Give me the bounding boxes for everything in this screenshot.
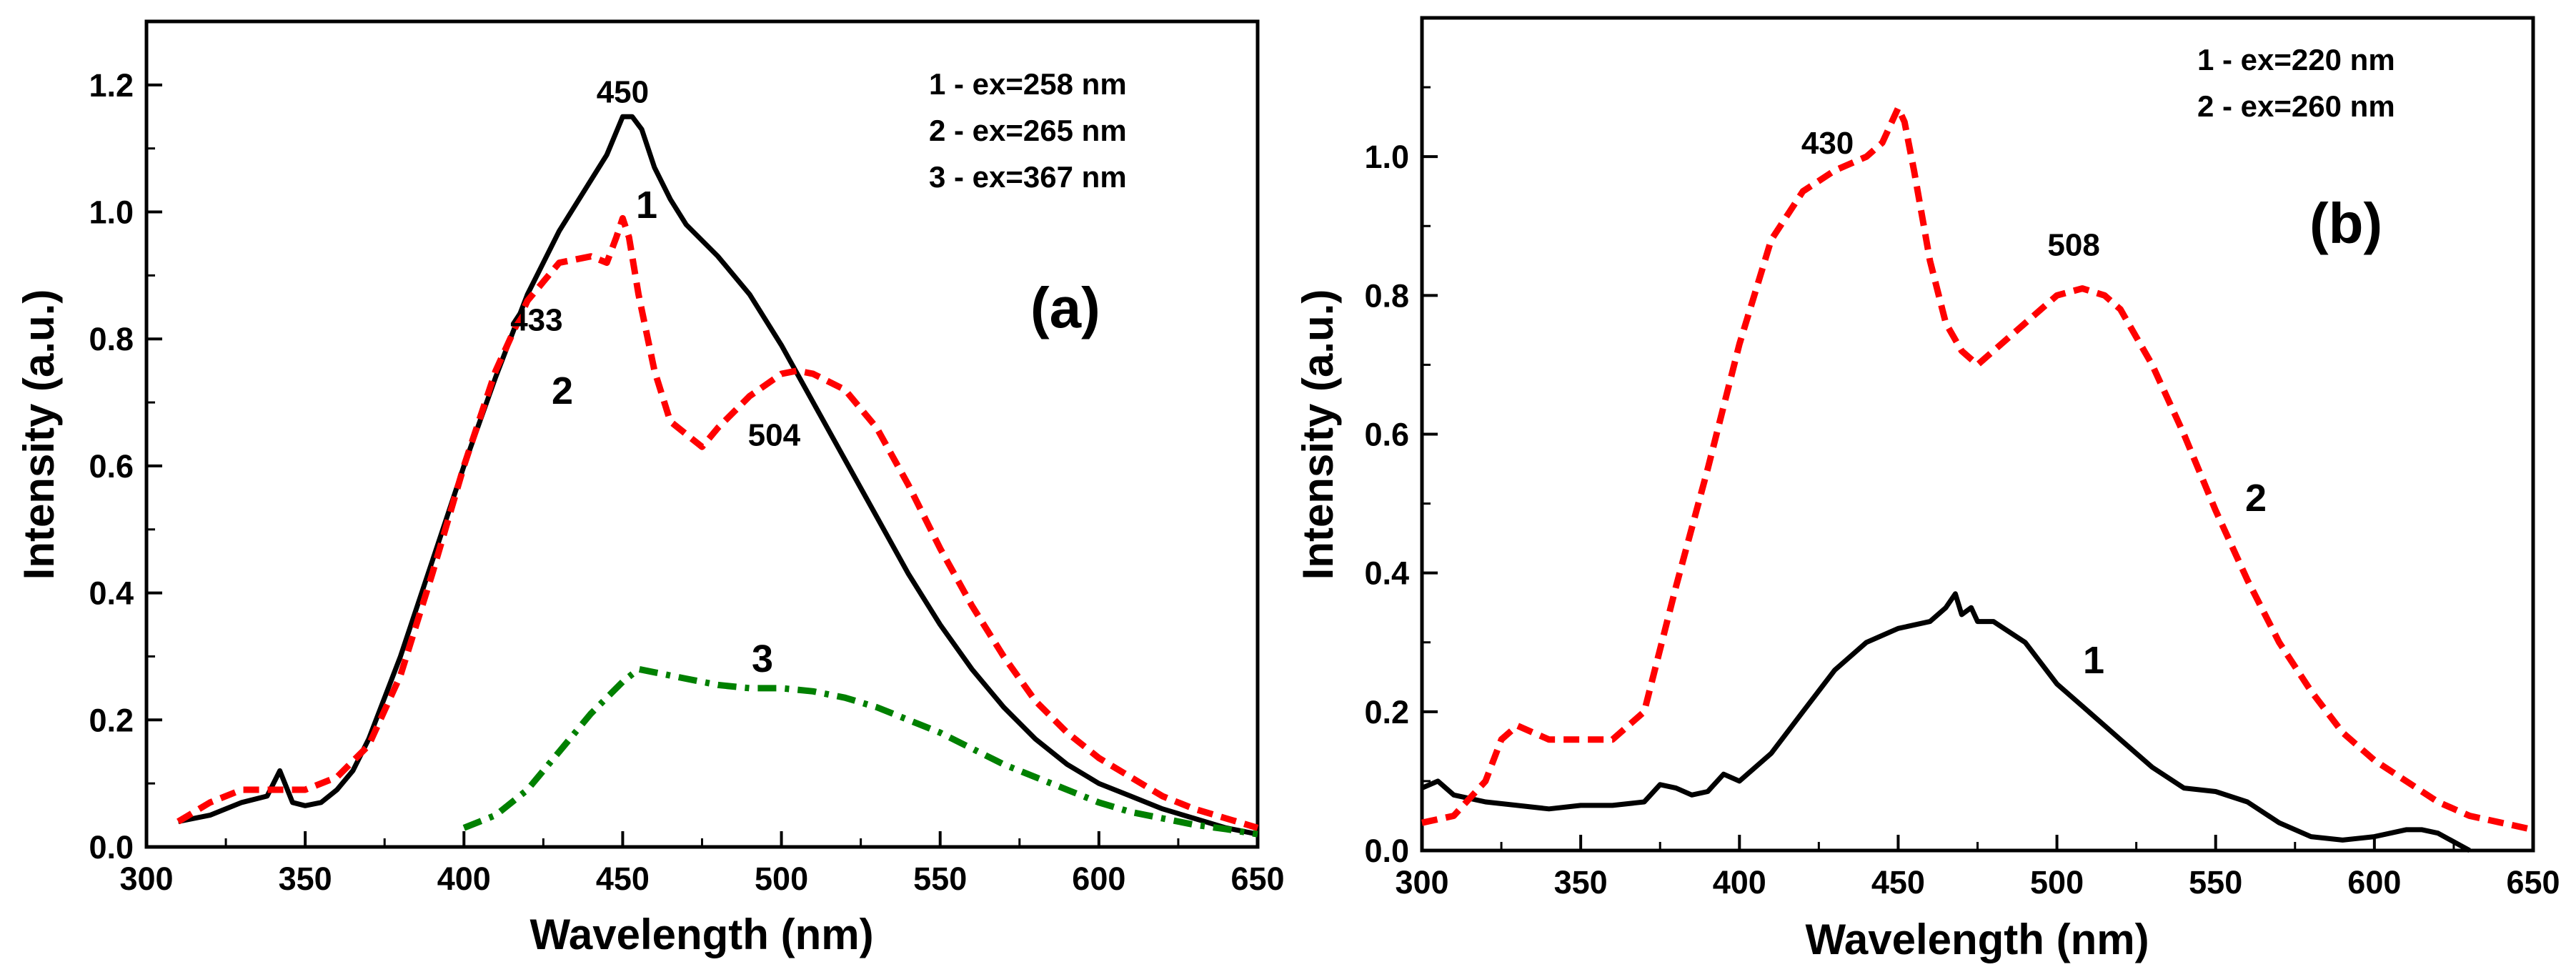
y-tick-label-a-5: 1.0 — [89, 194, 134, 231]
y-tick-label-a-4: 0.8 — [89, 321, 134, 357]
panel-b: 300 350 400 450 500 550 600 650 0.0 0.2 0.4 0.6 0.8… — [1294, 16, 2560, 963]
curve-label-b-1: 1 — [2083, 639, 2104, 682]
y-tick-labels-b: 0.0 0.2 0.4 0.6 0.8 1.0 — [1364, 139, 1409, 869]
panel-a: 300 350 400 450 500 550 600 650 0.0 0.2 0.4 0.6 0.8… — [15, 19, 1285, 958]
x-tick-label-b-3: 450 — [1871, 864, 1925, 901]
annotations-b: 430 508 — [1801, 126, 2100, 262]
series-line-a-1 — [177, 114, 1258, 837]
series-group-b — [1421, 104, 2534, 853]
x-tick-label-a-2: 400 — [437, 861, 491, 897]
x-tick-label-b-2: 400 — [1713, 864, 1766, 901]
series-line-b-1 — [1421, 591, 2471, 853]
x-tick-label-b-5: 550 — [2189, 864, 2242, 901]
legend-item-a-1: 1 - ex=258 nm — [929, 67, 1127, 101]
y-axis-title-a: Intensity (a.u.) — [15, 289, 63, 580]
legend-item-b-2: 2 - ex=260 nm — [2197, 89, 2395, 123]
curve-label-a-2: 2 — [552, 370, 573, 412]
y-tick-label-b-4: 0.8 — [1364, 277, 1409, 314]
peak-annotation-b-2-0: 430 — [1801, 126, 1854, 161]
curve-label-b-2: 2 — [2245, 477, 2267, 520]
y-tick-label-a-2: 0.4 — [89, 575, 134, 612]
x-tick-label-a-0: 300 — [119, 861, 173, 897]
x-tick-label-b-7: 650 — [2506, 864, 2560, 901]
x-tick-label-b-1: 350 — [1554, 864, 1608, 901]
y-tick-label-a-0: 0.0 — [89, 829, 134, 866]
x-axis-title-a: Wavelength (nm) — [529, 911, 873, 958]
peak-annotation-b-2-1: 508 — [2047, 228, 2099, 263]
panel-label-a: (a) — [1030, 276, 1100, 339]
y-tick-label-a-6: 1.2 — [89, 67, 134, 104]
legend-item-b-1: 1 - ex=220 nm — [2197, 43, 2395, 76]
legend-item-a-3: 3 - ex=367 nm — [929, 160, 1127, 194]
x-tick-label-a-6: 600 — [1072, 861, 1125, 897]
x-tick-label-b-0: 300 — [1395, 864, 1448, 901]
y-axis-title-b: Intensity (a.u.) — [1294, 289, 1342, 580]
y-tick-label-a-1: 0.2 — [89, 702, 134, 738]
legend-item-a-2: 2 - ex=265 nm — [929, 114, 1127, 147]
annotations-a: 450 433 504 — [510, 74, 800, 452]
x-axis-title-b: Wavelength (nm) — [1805, 916, 2149, 963]
peak-annotation-a-1-0: 450 — [597, 74, 649, 109]
x-tick-labels-a: 300 350 400 450 500 550 600 650 — [119, 861, 1284, 897]
axis-ticks-a — [145, 83, 1259, 848]
peak-annotation-a-2-0: 433 — [510, 303, 562, 338]
curve-label-a-3: 3 — [752, 638, 773, 680]
axis-ticks-b — [1421, 86, 2535, 852]
x-tick-label-a-5: 550 — [913, 861, 967, 897]
peak-annotation-a-2-1: 504 — [748, 418, 801, 453]
plot-frame-b — [1420, 16, 2535, 853]
y-tick-label-b-3: 0.6 — [1364, 417, 1409, 453]
x-tick-label-a-1: 350 — [279, 861, 332, 897]
y-tick-label-b-0: 0.0 — [1364, 833, 1409, 869]
x-tick-label-a-7: 650 — [1230, 861, 1284, 897]
x-tick-label-a-4: 500 — [755, 861, 808, 897]
x-tick-labels-b: 300 350 400 450 500 550 600 650 — [1395, 864, 2560, 901]
series-line-a-3 — [462, 665, 1258, 838]
panel-label-b: (b) — [2309, 192, 2382, 255]
series-group-a — [176, 114, 1259, 838]
y-tick-label-a-3: 0.6 — [89, 448, 134, 485]
x-tick-label-a-3: 450 — [596, 861, 650, 897]
y-tick-label-b-5: 1.0 — [1364, 139, 1409, 175]
y-tick-labels-a: 0.0 0.2 0.4 0.6 0.8 1.0 1.2 — [89, 67, 134, 866]
y-tick-label-b-1: 0.2 — [1364, 694, 1409, 730]
series-line-b-2 — [1421, 104, 2534, 833]
curve-label-a-1: 1 — [636, 184, 657, 227]
series-line-a-2 — [176, 214, 1259, 831]
y-tick-label-b-2: 0.4 — [1364, 555, 1409, 592]
x-tick-label-b-6: 600 — [2347, 864, 2401, 901]
x-tick-label-b-4: 500 — [2030, 864, 2084, 901]
